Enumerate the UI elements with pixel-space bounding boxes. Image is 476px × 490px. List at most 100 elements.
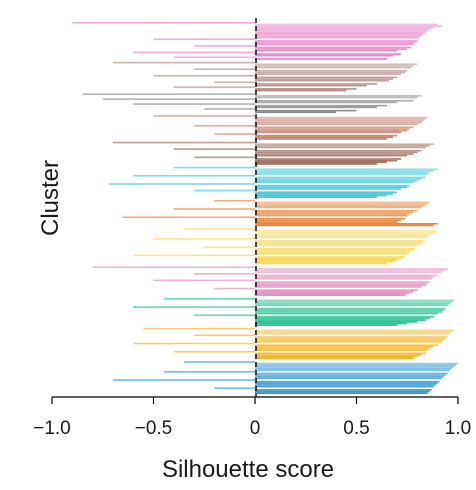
silhouette-bar bbox=[255, 281, 430, 283]
x-tick-label: 1.0 bbox=[445, 418, 471, 439]
silhouette-bar bbox=[255, 229, 438, 232]
cluster-12-silhouette bbox=[112, 361, 458, 394]
silhouette-bar bbox=[255, 243, 422, 245]
silhouette-bar bbox=[255, 63, 418, 66]
silhouette-bar bbox=[255, 194, 387, 197]
silhouette-bar bbox=[255, 176, 426, 179]
silhouette-bar bbox=[255, 159, 398, 162]
silhouette-bar bbox=[255, 168, 438, 171]
x-tick-label: 0.5 bbox=[343, 418, 369, 439]
silhouette-bar bbox=[255, 301, 452, 303]
silhouette-bar bbox=[194, 45, 255, 47]
silhouette-bar bbox=[255, 191, 398, 194]
silhouette-bar bbox=[255, 389, 432, 391]
silhouette-bar bbox=[255, 211, 414, 214]
silhouette-bar bbox=[108, 183, 255, 185]
silhouette-bar bbox=[255, 23, 438, 26]
silhouette-bar bbox=[255, 30, 428, 32]
silhouette-bar bbox=[255, 31, 426, 34]
silhouette-bar bbox=[255, 78, 394, 80]
silhouette-bar bbox=[255, 25, 442, 27]
x-tick-label: 0 bbox=[250, 418, 261, 439]
silhouette-bar bbox=[163, 297, 255, 300]
silhouette-bar bbox=[255, 276, 434, 278]
cluster-1-silhouette bbox=[72, 22, 442, 60]
silhouette-bar bbox=[255, 151, 418, 154]
silhouette-bar bbox=[183, 228, 255, 230]
silhouette-bar bbox=[173, 148, 255, 150]
silhouette-bar bbox=[255, 366, 454, 368]
silhouette-bar bbox=[255, 83, 377, 85]
silhouette-bars bbox=[72, 22, 458, 394]
silhouette-bar bbox=[255, 53, 402, 55]
silhouette-bar bbox=[214, 133, 255, 135]
silhouette-bar bbox=[255, 374, 446, 376]
y-axis-title: Cluster bbox=[37, 160, 64, 236]
silhouette-bar bbox=[255, 252, 408, 255]
silhouette-bar bbox=[255, 76, 398, 79]
silhouette-bar bbox=[255, 193, 394, 195]
silhouette-bar bbox=[255, 188, 402, 190]
silhouette-bar bbox=[133, 174, 255, 177]
silhouette-bar bbox=[255, 146, 426, 149]
silhouette-bar bbox=[102, 98, 255, 100]
cluster-11-silhouette bbox=[133, 327, 454, 360]
silhouette-bar bbox=[255, 28, 430, 31]
silhouette-bar bbox=[255, 375, 444, 378]
silhouette-bar bbox=[255, 58, 387, 60]
silhouette-bar bbox=[255, 355, 418, 358]
silhouette-bar bbox=[194, 272, 255, 275]
silhouette-bar bbox=[255, 336, 448, 338]
cluster-4-silhouette bbox=[153, 115, 428, 140]
silhouette-bar bbox=[255, 218, 406, 220]
silhouette-bar bbox=[255, 284, 426, 287]
silhouette-bar bbox=[112, 61, 256, 64]
silhouette-bar bbox=[255, 101, 398, 104]
silhouette-bar bbox=[255, 131, 402, 134]
silhouette-bar bbox=[194, 68, 255, 71]
cluster-2-silhouette bbox=[112, 61, 418, 92]
silhouette-bar bbox=[255, 209, 418, 212]
silhouette-bar bbox=[255, 268, 448, 270]
silhouette-bar bbox=[255, 390, 430, 393]
x-axis-title: Silhouette score bbox=[162, 456, 334, 483]
silhouette-bar bbox=[204, 246, 255, 248]
cluster-3-silhouette bbox=[82, 93, 422, 114]
silhouette-bar bbox=[255, 271, 442, 273]
silhouette-bar bbox=[255, 221, 398, 223]
silhouette-bar bbox=[255, 106, 377, 109]
silhouette-bar bbox=[255, 203, 428, 205]
silhouette-bar bbox=[255, 79, 389, 82]
silhouette-bar bbox=[255, 154, 408, 157]
silhouette-bar bbox=[255, 66, 412, 69]
silhouette-bar bbox=[214, 387, 255, 390]
silhouette-bar bbox=[255, 129, 408, 132]
silhouette-bar bbox=[255, 372, 448, 375]
x-tick-label: −1.0 bbox=[33, 418, 71, 439]
silhouette-bar bbox=[255, 136, 394, 139]
silhouette-bar bbox=[255, 128, 410, 130]
silhouette-bar bbox=[204, 108, 255, 110]
silhouette-bar bbox=[255, 259, 398, 262]
silhouette-bar bbox=[194, 314, 255, 317]
silhouette-bar bbox=[255, 36, 420, 39]
silhouette-bar bbox=[163, 371, 255, 373]
silhouette-bar bbox=[255, 111, 337, 114]
silhouette-bar bbox=[255, 46, 412, 49]
silhouette-bar bbox=[133, 51, 255, 54]
silhouette-bar bbox=[255, 382, 438, 385]
silhouette-bar bbox=[255, 247, 416, 250]
silhouette-bar bbox=[255, 269, 446, 272]
silhouette-bar bbox=[255, 163, 377, 165]
silhouette-bar bbox=[255, 332, 450, 335]
silhouette-bar bbox=[255, 249, 414, 252]
silhouette-bar bbox=[255, 186, 408, 189]
silhouette-bar bbox=[255, 349, 428, 351]
silhouette-bar bbox=[255, 262, 387, 265]
silhouette-bar bbox=[255, 354, 422, 356]
silhouette-bar bbox=[255, 236, 428, 239]
silhouette-bar bbox=[255, 143, 434, 146]
silhouette-bar bbox=[255, 214, 408, 217]
silhouette-bar bbox=[255, 104, 387, 107]
silhouette-bar bbox=[255, 317, 430, 320]
